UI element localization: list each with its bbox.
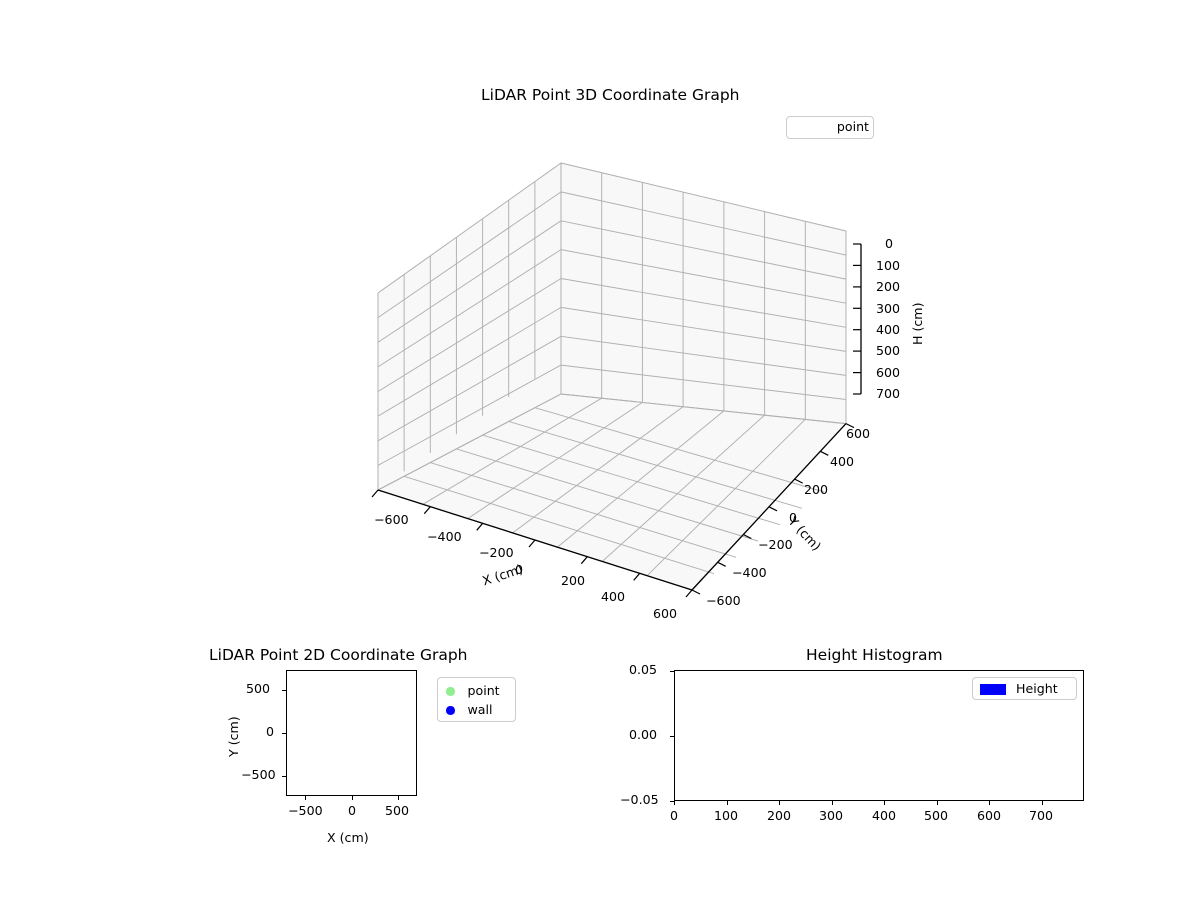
plot3d-x-tick-5: 400	[601, 589, 626, 604]
plot3d-y-tick-1: 400	[830, 454, 855, 469]
histogram-x-tickmark-5	[936, 801, 938, 805]
plot3d-legend-label-point: point	[836, 119, 869, 134]
plot2d-x-tick-2: 500	[385, 803, 410, 818]
histogram-title: Height Histogram	[806, 646, 943, 664]
plot3d-x-tick-1: −400	[427, 529, 462, 544]
plot2d-y-axis-label: Y (cm)	[226, 716, 241, 757]
histogram-x-tickmark-3	[831, 801, 833, 805]
plot2d-y-tick-2: −500	[241, 767, 276, 782]
plot2d-y-tickmark-2	[282, 775, 286, 777]
plot3d-y-tick-3: 0	[789, 510, 798, 525]
histogram-x-tickmark-6	[989, 801, 991, 805]
plot3d-y-tick-5: −400	[732, 565, 767, 580]
histogram-y-tickmark-1	[670, 735, 674, 737]
plot3d-z-tick-3: 300	[876, 301, 901, 316]
plot2d-x-tickmark-2	[398, 796, 400, 800]
plot3d-x-tick-4: 200	[561, 573, 586, 588]
histogram-y-tickmark-2	[670, 800, 674, 802]
histogram-x-tick-2: 200	[767, 808, 792, 823]
histogram-y-tickmark-0	[670, 670, 674, 672]
histogram-y-tick-0: 0.05	[629, 662, 658, 677]
plot3d-y-ticks	[691, 423, 855, 595]
plot3d-panes	[376, 162, 848, 591]
plot3d-z-tick-1: 100	[876, 258, 901, 273]
histogram-x-tickmark-7	[1041, 801, 1043, 805]
plot3d-z-tick-7: 700	[876, 386, 901, 401]
histogram-y-tick-2: −0.05	[620, 792, 659, 807]
plot2d-y-tickmark-0	[282, 689, 286, 691]
plot3d-z-tick-0: 0	[885, 236, 894, 251]
plot2d-x-tick-0: −500	[288, 803, 323, 818]
legend-marker-wall-icon	[446, 706, 455, 715]
histogram-y-tick-1: 0.00	[629, 727, 658, 742]
plot2d-x-tickmark-0	[304, 796, 306, 800]
legend-patch-height-icon	[980, 683, 1006, 695]
histogram-x-tickmark-4	[884, 801, 886, 805]
plot3d-z-tick-6: 600	[876, 365, 901, 380]
plot2d-legend[interactable]: point wall	[437, 677, 516, 722]
histogram-x-tickmark-0	[674, 801, 676, 805]
plot2d-title: LiDAR Point 2D Coordinate Graph	[209, 646, 468, 664]
legend-marker-point-icon	[446, 687, 455, 696]
plot3d-z-tick-4: 400	[876, 322, 901, 337]
histogram-x-tick-1: 100	[714, 808, 739, 823]
plot3d-z-ticks	[853, 243, 861, 395]
plot3d-x-tick-6: 600	[653, 606, 678, 621]
plot2d-y-tickmark-1	[282, 732, 286, 734]
histogram-x-tick-3: 300	[819, 808, 844, 823]
plot2d-x-tickmark-1	[351, 796, 353, 800]
plot3d-z-tick-2: 200	[876, 279, 901, 294]
histogram-x-tickmark-1	[726, 801, 728, 805]
histogram-legend-entry-height[interactable]: Height	[980, 681, 1058, 696]
plot3d-z-axis-label: H (cm)	[910, 302, 925, 346]
histogram-x-tick-4: 400	[872, 808, 897, 823]
histogram-legend[interactable]: Height	[972, 677, 1077, 700]
histogram-x-tickmark-2	[779, 801, 781, 805]
plot3d-x-ticks	[371, 489, 693, 598]
plot2d-legend-label-wall: wall	[467, 702, 493, 717]
plot2d-y-tick-0: 500	[246, 681, 271, 696]
plot3d-z-tick-5: 500	[876, 343, 901, 358]
plot3d-x-tick-0: −600	[374, 512, 409, 527]
histogram-x-tick-5: 500	[924, 808, 949, 823]
plot3d-y-tick-6: −600	[706, 593, 741, 608]
plot3d-y-tick-4: −200	[758, 537, 793, 552]
plot2d-legend-entry-point[interactable]: point	[446, 683, 500, 698]
plot3d-x-tick-3: 0	[515, 562, 524, 577]
plot3d-y-tick-0: 600	[846, 426, 871, 441]
plot2d-x-axis-label: X (cm)	[327, 830, 369, 845]
histogram-x-tick-7: 700	[1029, 808, 1054, 823]
histogram-legend-label-height: Height	[1016, 681, 1058, 696]
plot3d-title: LiDAR Point 3D Coordinate Graph	[481, 86, 740, 104]
plot2d-y-tick-1: 0	[266, 724, 275, 739]
plot3d-legend[interactable]: point	[786, 116, 874, 139]
plot2d-legend-entry-wall[interactable]: wall	[446, 702, 493, 717]
plot3d-x-tick-2: −200	[479, 545, 514, 560]
histogram-x-tick-0: 0	[670, 808, 679, 823]
plot2d-legend-label-point: point	[467, 683, 500, 698]
plot2d-x-tick-1: 0	[348, 803, 357, 818]
plot3d-axes[interactable]	[0, 0, 1200, 650]
plot2d-axes[interactable]	[286, 670, 417, 796]
plot3d-y-tick-2: 200	[804, 482, 829, 497]
histogram-x-tick-6: 600	[977, 808, 1002, 823]
